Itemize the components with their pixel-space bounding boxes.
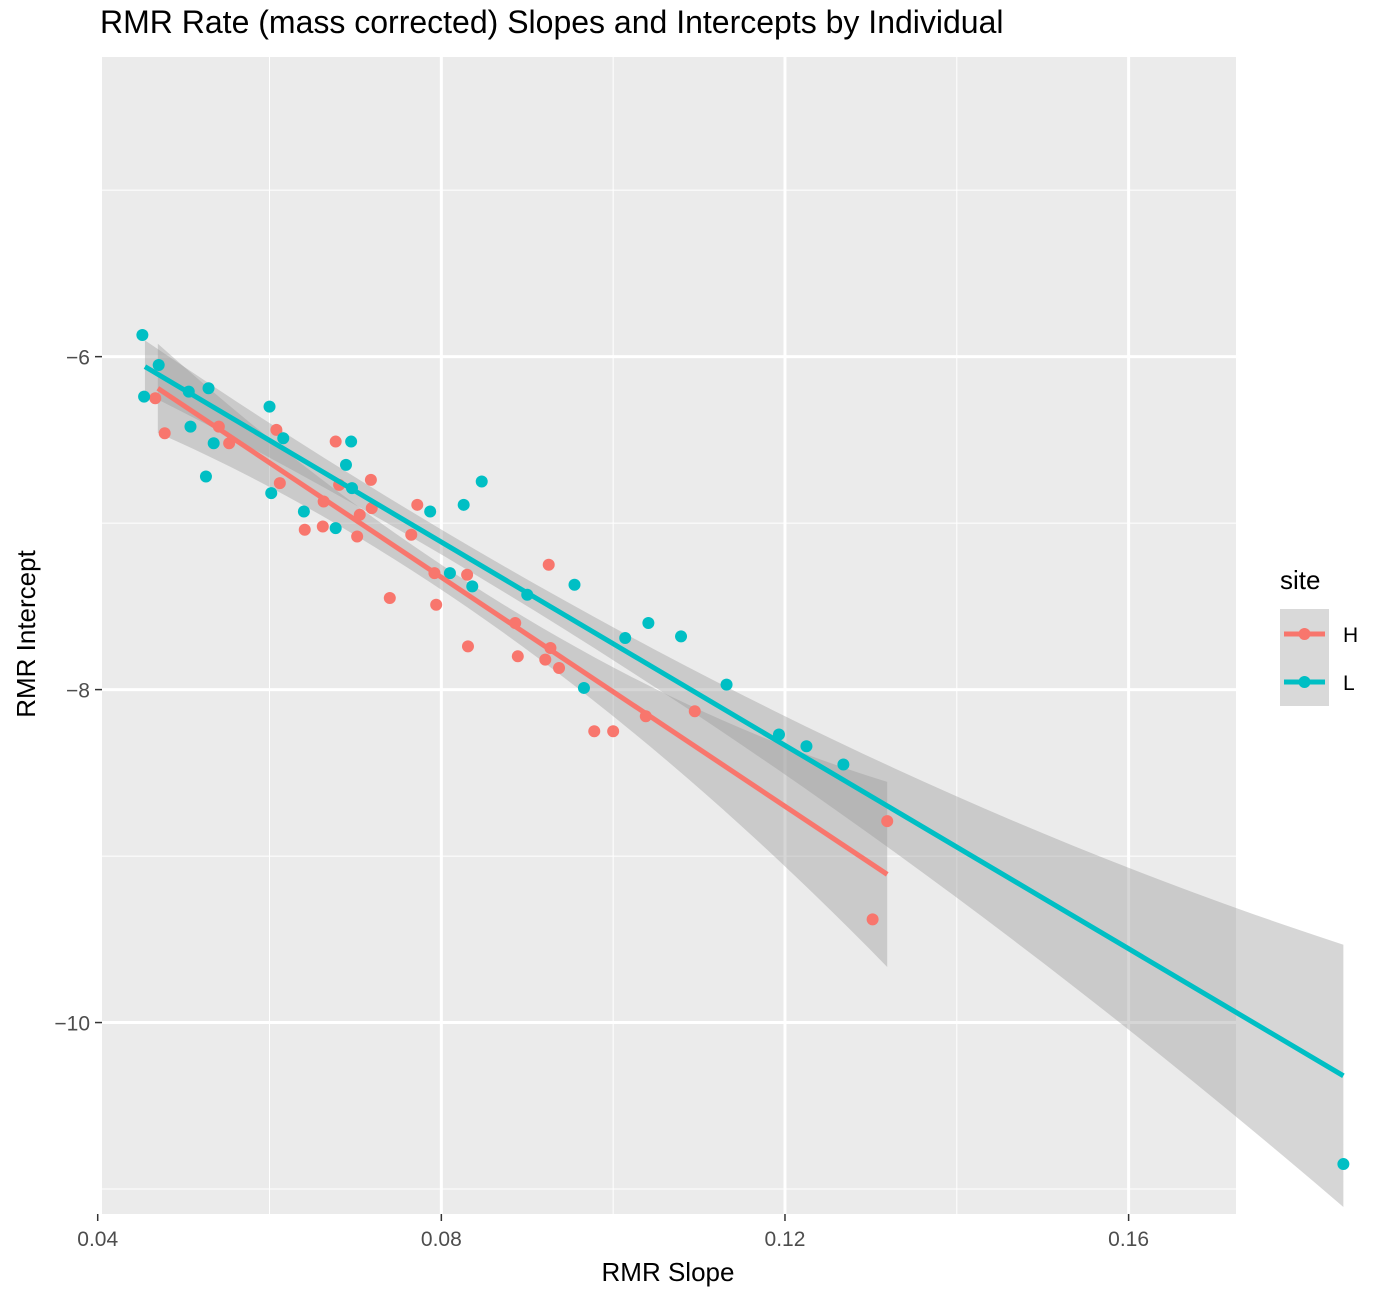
data-point-H: [430, 598, 443, 611]
y-tick-label: −6: [66, 347, 90, 370]
data-point-H: [353, 508, 366, 521]
data-point-L: [207, 437, 220, 450]
data-point-H: [270, 423, 283, 436]
data-point-L: [619, 631, 632, 644]
data-point-L: [457, 498, 470, 511]
data-point-L: [466, 580, 479, 593]
data-point-H: [588, 725, 601, 738]
data-point-H: [316, 520, 329, 533]
data-point-H: [511, 650, 524, 663]
data-point-L: [202, 382, 215, 395]
data-point-L: [199, 470, 212, 483]
legend-key-point-H: [1298, 628, 1311, 640]
data-point-L: [837, 758, 850, 771]
data-point-L: [642, 617, 655, 630]
y-tick-label: −8: [66, 680, 90, 703]
confidence-band-L: [144, 340, 1344, 1207]
data-point-L: [339, 458, 352, 471]
data-point-L: [265, 487, 278, 500]
fit-line-L: [143, 364, 1345, 1078]
chart-title: RMR Rate (mass corrected) Slopes and Int…: [100, 4, 1004, 40]
legend-title: site: [1280, 565, 1320, 595]
data-point-H: [273, 477, 286, 490]
data-point-L: [329, 522, 342, 535]
data-point-H: [364, 473, 377, 486]
x-axis-label: RMR Slope: [602, 1257, 735, 1287]
data-point-H: [881, 815, 894, 828]
data-point-L: [424, 505, 437, 518]
legend-key-point-L: [1298, 676, 1311, 688]
data-point-H: [149, 392, 162, 405]
data-point-L: [184, 420, 197, 433]
y-axis-label: RMR Intercept: [11, 549, 41, 717]
data-point-H: [329, 435, 342, 448]
data-point-H: [539, 653, 552, 666]
confidence-bands: [144, 340, 1344, 1207]
data-point-H: [542, 558, 555, 571]
data-point-H: [461, 640, 474, 653]
data-point-L: [263, 400, 276, 413]
data-point-H: [461, 568, 474, 581]
data-point-H: [405, 528, 418, 541]
data-point-H: [351, 530, 364, 543]
data-point-H: [688, 705, 701, 718]
data-point-H: [411, 498, 424, 511]
data-point-L: [138, 390, 151, 403]
data-point-L: [568, 578, 581, 591]
data-point-L: [443, 567, 456, 580]
regression-lines: [143, 364, 1345, 1078]
minor-gridlines: [102, 57, 1236, 1214]
data-point-L: [297, 505, 310, 518]
y-tick-label: −10: [54, 1013, 90, 1036]
data-point-L: [136, 329, 149, 342]
data-point-L: [152, 358, 165, 371]
data-point-H: [298, 523, 311, 536]
data-point-H: [866, 913, 879, 926]
x-tick-label: 0.12: [765, 1228, 806, 1251]
fit-line-H: [156, 386, 889, 877]
confidence-band-H: [157, 343, 888, 967]
data-point-L: [577, 681, 590, 694]
legend-label-H: H: [1343, 624, 1358, 647]
data-point-H: [553, 661, 566, 674]
plot-panel: [102, 57, 1236, 1214]
data-point-L: [277, 432, 290, 445]
data-point-H: [158, 427, 171, 440]
data-point-L: [720, 678, 733, 691]
major-gridlines: [96, 57, 1236, 1214]
data-point-H: [607, 725, 620, 738]
x-tick-label: 0.16: [1108, 1228, 1149, 1251]
x-tick-label: 0.08: [421, 1228, 462, 1251]
axis-ticks: 0.04 0.08 0.12 0.16 −6 −8 −10: [54, 347, 1149, 1251]
legend-label-L: L: [1343, 672, 1355, 695]
data-point-L: [1337, 1158, 1350, 1171]
data-point-L: [345, 435, 358, 448]
data-point-L: [675, 630, 688, 643]
x-tick-label: 0.04: [77, 1228, 118, 1251]
data-point-L: [800, 740, 813, 753]
data-point-H: [383, 592, 396, 605]
legend: site H L: [1280, 565, 1358, 706]
legend-key-background: [1280, 609, 1329, 706]
data-point-L: [475, 475, 488, 488]
